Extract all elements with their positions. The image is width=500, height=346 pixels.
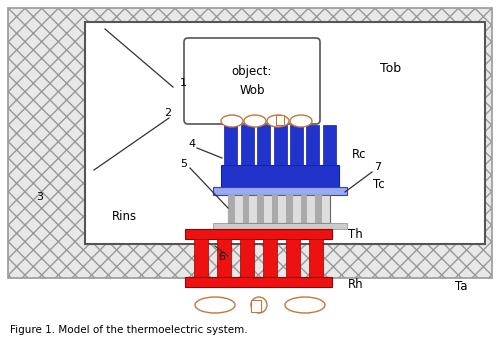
Bar: [286, 195, 293, 223]
Bar: [185, 277, 332, 287]
Text: 5: 5: [180, 159, 187, 169]
Ellipse shape: [267, 115, 289, 127]
Bar: [242, 195, 249, 223]
Bar: [316, 195, 322, 223]
Bar: [263, 239, 277, 277]
Bar: [272, 195, 278, 223]
Text: 3: 3: [36, 192, 43, 202]
Text: Figure 1. Model of the thermoelectric system.: Figure 1. Model of the thermoelectric sy…: [10, 325, 248, 335]
Text: Ta: Ta: [455, 280, 468, 293]
Bar: [240, 239, 254, 277]
Bar: [276, 115, 284, 125]
Text: 7: 7: [374, 162, 381, 172]
Ellipse shape: [221, 115, 243, 127]
FancyBboxPatch shape: [184, 38, 320, 124]
Bar: [221, 165, 339, 187]
Bar: [185, 229, 332, 239]
Bar: [85, 22, 485, 244]
Text: Rh: Rh: [348, 278, 364, 291]
Text: Rins: Rins: [112, 210, 137, 223]
Ellipse shape: [244, 115, 266, 127]
Bar: [257, 195, 264, 223]
Bar: [213, 187, 347, 195]
Bar: [306, 125, 320, 165]
Bar: [309, 239, 323, 277]
Text: Tob: Tob: [380, 62, 401, 75]
Text: 4: 4: [188, 139, 195, 149]
Ellipse shape: [285, 297, 325, 313]
Bar: [274, 125, 286, 165]
Bar: [322, 125, 336, 165]
Bar: [8, 8, 492, 278]
Text: Tc: Tc: [373, 178, 384, 191]
Ellipse shape: [290, 115, 312, 127]
Ellipse shape: [195, 297, 235, 313]
Bar: [213, 223, 347, 229]
Bar: [241, 125, 254, 165]
Bar: [228, 195, 234, 223]
Bar: [228, 195, 330, 223]
Bar: [194, 239, 208, 277]
Text: object:
Wob: object: Wob: [232, 65, 272, 97]
Text: 6: 6: [218, 252, 225, 262]
Bar: [257, 125, 270, 165]
Bar: [224, 125, 237, 165]
Bar: [251, 300, 261, 312]
Text: 1: 1: [180, 78, 187, 88]
Bar: [217, 239, 231, 277]
Ellipse shape: [251, 297, 267, 313]
Bar: [301, 195, 308, 223]
Text: 2: 2: [164, 108, 171, 118]
Bar: [286, 239, 300, 277]
Text: Rc: Rc: [352, 148, 366, 161]
Bar: [290, 125, 303, 165]
Text: Th: Th: [348, 228, 363, 241]
